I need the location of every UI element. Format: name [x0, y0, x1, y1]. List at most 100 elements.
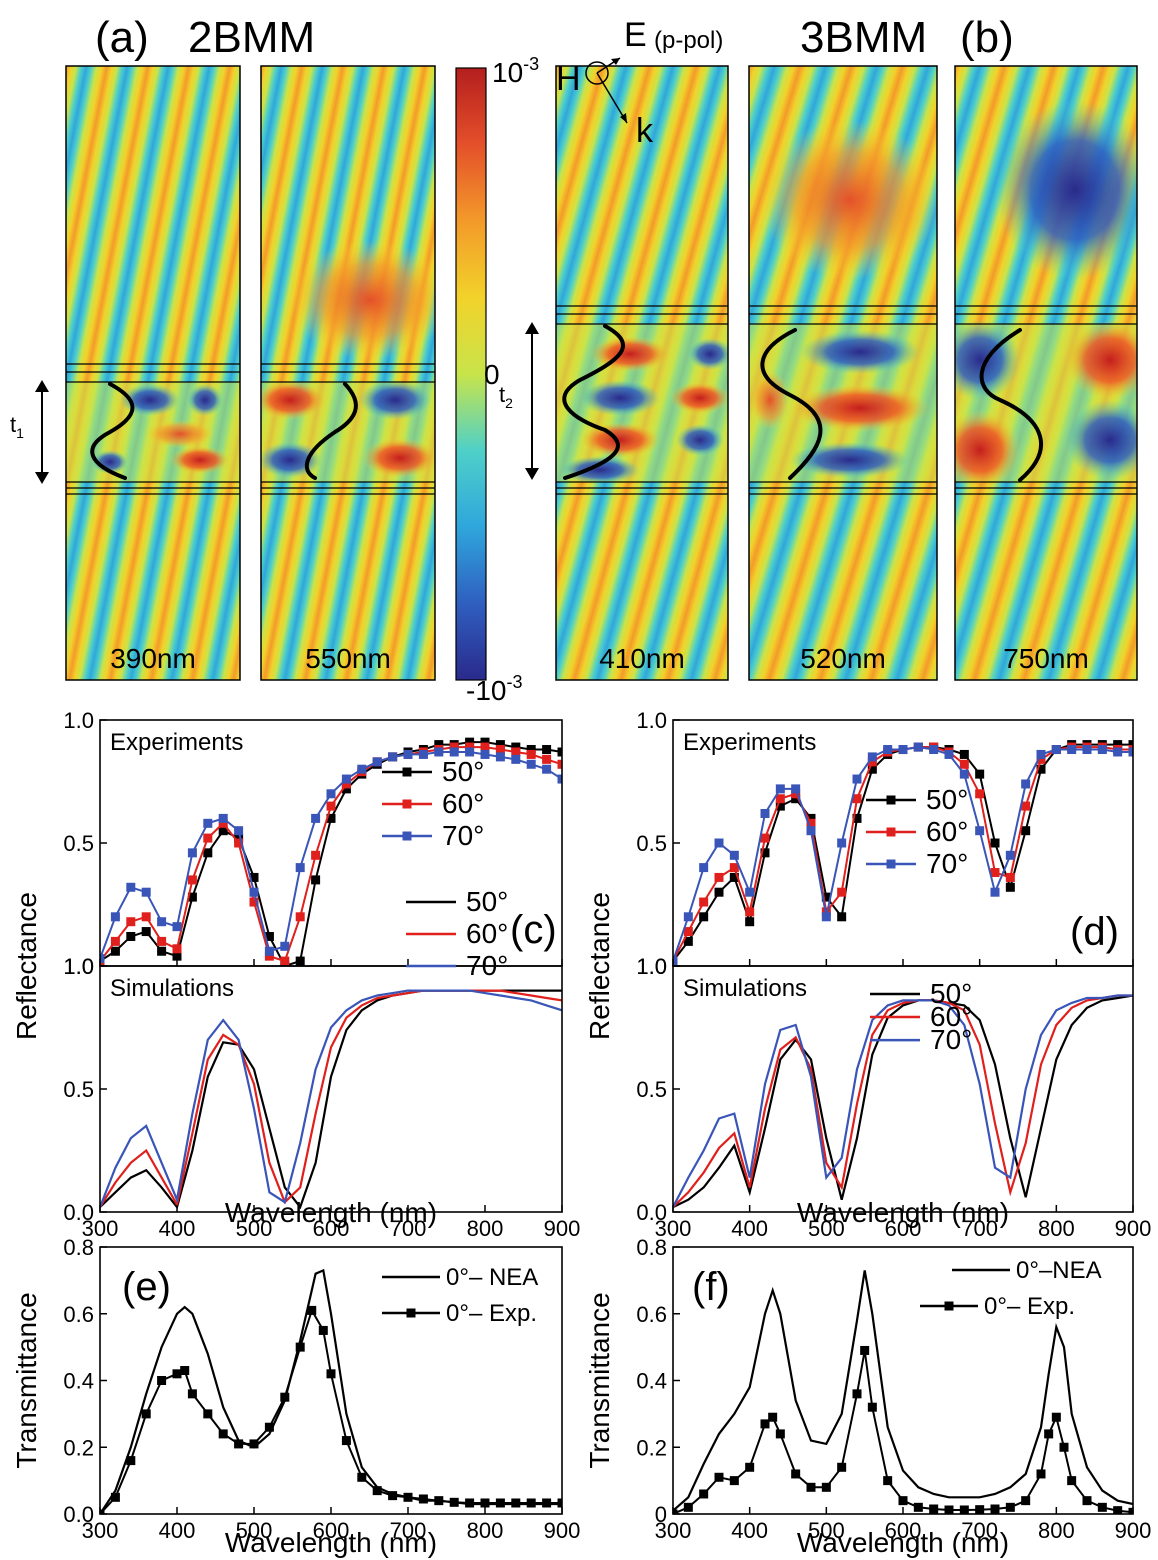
data-point — [867, 1402, 877, 1412]
data-point — [110, 946, 120, 956]
data-point — [1113, 747, 1123, 757]
data-point — [1113, 740, 1123, 750]
up-arrow-icon — [525, 322, 539, 334]
data-point — [745, 917, 755, 927]
x-tick-label: 600 — [313, 1216, 350, 1241]
data-point — [172, 944, 182, 954]
x-tick-label: 800 — [1038, 1216, 1075, 1241]
x-tick-label: 300 — [655, 1518, 692, 1543]
series-line — [673, 1350, 1133, 1514]
x-tick-label: 900 — [1115, 1216, 1152, 1241]
data-point — [234, 1439, 244, 1449]
series-0°– Exp. — [673, 1345, 1133, 1514]
data-point — [760, 808, 770, 818]
x-tick-label: 400 — [159, 1518, 196, 1543]
legend-label: 50° — [926, 784, 968, 815]
data-point — [264, 946, 274, 956]
data-point — [1044, 1429, 1054, 1439]
data-point — [218, 818, 228, 828]
y-axis-label: Transmittance — [584, 1292, 615, 1468]
data-point — [1128, 747, 1133, 757]
data-point — [434, 740, 444, 750]
data-point — [806, 818, 816, 828]
data-point — [699, 897, 709, 907]
data-point — [1051, 1412, 1061, 1422]
series-line — [100, 989, 562, 1210]
data-point — [126, 1456, 136, 1466]
y-tick-label: 0.4 — [636, 1369, 667, 1394]
series-70° — [673, 742, 1133, 966]
data-point — [768, 1412, 778, 1422]
data-point — [699, 863, 709, 873]
x-tick-label: 700 — [390, 1216, 427, 1241]
data-point — [1021, 801, 1031, 811]
data-point — [157, 1376, 167, 1385]
thickness-t2: t2 — [499, 322, 539, 480]
data-point — [187, 892, 197, 902]
data-point — [187, 848, 197, 858]
data-point — [1097, 1502, 1107, 1512]
y-tick-label: 0.6 — [636, 1302, 667, 1327]
legend-label: 60° — [930, 1001, 972, 1032]
data-point — [542, 745, 552, 755]
data-point — [557, 759, 562, 769]
standing-wave-profile — [979, 328, 1044, 482]
data-point — [975, 826, 985, 836]
data-point — [280, 956, 290, 966]
data-point — [187, 875, 197, 885]
x-tick-label: 600 — [313, 1518, 350, 1543]
down-arrow-icon — [35, 472, 49, 484]
panel-label: (c) — [510, 908, 557, 952]
data-point — [157, 936, 167, 946]
series-60° — [100, 989, 562, 1208]
series-0°–NEA — [673, 1270, 1133, 1512]
series-50° — [673, 740, 1133, 966]
panel-label: (d) — [1070, 910, 1119, 954]
data-point — [821, 1482, 831, 1492]
data-point — [465, 742, 475, 752]
legend-label: 50° — [930, 978, 972, 1009]
data-point — [511, 1498, 521, 1508]
series-line — [100, 989, 562, 1208]
data-point — [1128, 1507, 1133, 1514]
data-point — [402, 767, 412, 777]
data-point — [683, 936, 693, 946]
legend-label: 60° — [442, 788, 484, 819]
data-point — [141, 887, 151, 897]
data-point — [402, 799, 412, 809]
data-point — [821, 892, 831, 902]
data-point — [791, 789, 801, 799]
x-axis-label: Wavelength (nm) — [225, 1527, 437, 1558]
data-point — [203, 1409, 213, 1419]
wavelength-label: 550nm — [305, 643, 391, 674]
series-line — [100, 989, 562, 1208]
data-point — [264, 931, 274, 941]
legend-label: 70° — [926, 848, 968, 879]
x-tick-label: 500 — [236, 1216, 273, 1241]
x-tick-label: 700 — [961, 1518, 998, 1543]
chart-d: 1.00.51.0Experiments50°60°70°0.00.51.030… — [584, 708, 1151, 1241]
panel-b-label: (b) — [960, 13, 1014, 62]
data-point — [729, 850, 739, 860]
series-line — [673, 994, 1133, 1209]
panel-a-label: (a) — [95, 13, 149, 62]
data-point — [806, 813, 816, 823]
data-point — [837, 887, 847, 897]
data-point — [1082, 1496, 1092, 1506]
data-point — [511, 747, 521, 757]
legend-simulations: 50°60°70° — [870, 978, 972, 1055]
data-point — [1036, 754, 1046, 764]
data-point — [557, 1498, 562, 1508]
y-tick-label: 0.5 — [636, 1077, 667, 1102]
x-tick-label: 300 — [82, 1216, 119, 1241]
data-point — [1021, 1496, 1031, 1506]
k-arrowhead-icon — [620, 113, 627, 123]
colorbar: 10-3 0 -10-3 — [455, 54, 539, 706]
legend-label: 0°–NEA — [1016, 1257, 1102, 1284]
data-point — [852, 794, 862, 804]
data-point — [944, 749, 954, 759]
y-tick-label: 0.4 — [63, 1369, 94, 1394]
data-point — [480, 742, 490, 752]
legend-label: 0°– Exp. — [984, 1293, 1075, 1320]
data-point — [203, 833, 213, 843]
